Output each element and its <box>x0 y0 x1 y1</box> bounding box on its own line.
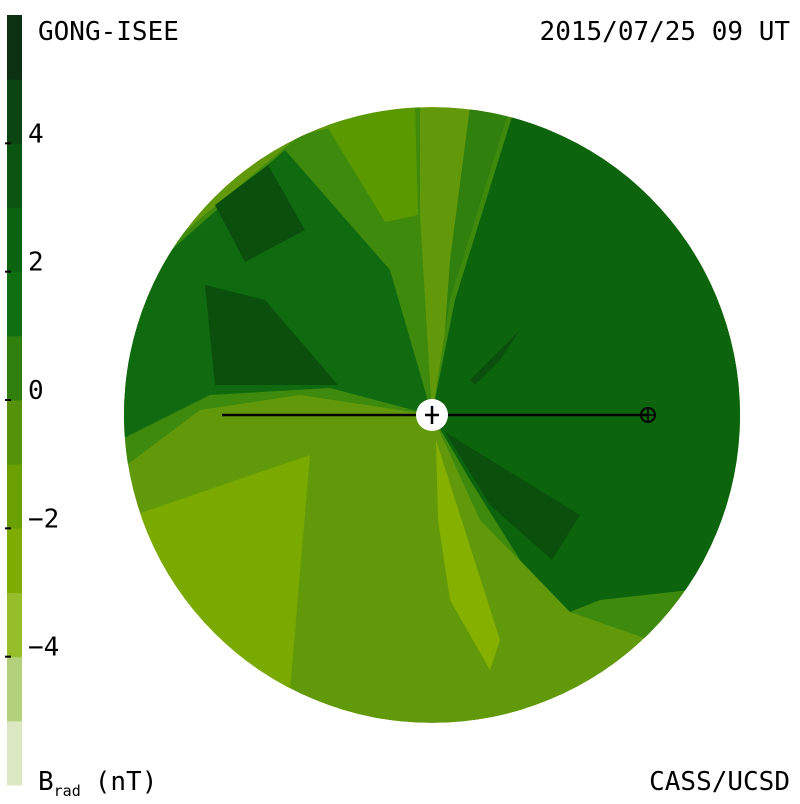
colorbar-band <box>7 15 22 80</box>
region <box>440 107 510 400</box>
colorbar-band <box>7 400 22 465</box>
colorbar-band <box>7 143 22 208</box>
region <box>215 165 305 262</box>
sun-cross <box>425 406 439 424</box>
region <box>124 150 432 440</box>
symbol: B <box>38 767 54 797</box>
colorbar-band <box>7 271 22 337</box>
colorbar-band <box>7 79 22 144</box>
colorbar-tick-label: −2 <box>28 504 59 534</box>
region <box>445 432 580 560</box>
unit: (nT) <box>95 767 158 797</box>
region <box>436 440 500 670</box>
colorbar-tick-label: 0 <box>28 376 44 406</box>
region <box>470 330 520 385</box>
region <box>205 285 338 385</box>
region <box>320 107 418 222</box>
source-label: GONG-ISEE <box>38 17 179 47</box>
colorbar-band <box>7 720 22 786</box>
colorbar-title: Brad (nT) <box>38 767 157 800</box>
colorbar-tick-label: 2 <box>28 248 44 278</box>
credit-label: CASS/UCSD <box>649 767 790 797</box>
earth-cross <box>641 408 655 422</box>
subscript: rad <box>54 782 81 800</box>
colorbar-band <box>7 207 22 273</box>
colorbar-tick-label: −4 <box>28 633 59 663</box>
colorbar-band <box>7 656 22 722</box>
field-map <box>124 107 740 723</box>
colorbar-tick-label: 4 <box>28 119 44 149</box>
colorbar-band <box>7 592 22 658</box>
colorbar-band <box>7 335 22 401</box>
colorbar: −4 −2 0 2 4 <box>5 15 59 786</box>
colorbar-band <box>7 528 22 593</box>
colorbar-band <box>7 464 22 529</box>
date-label: 2015/07/25 09 UT <box>540 17 791 47</box>
